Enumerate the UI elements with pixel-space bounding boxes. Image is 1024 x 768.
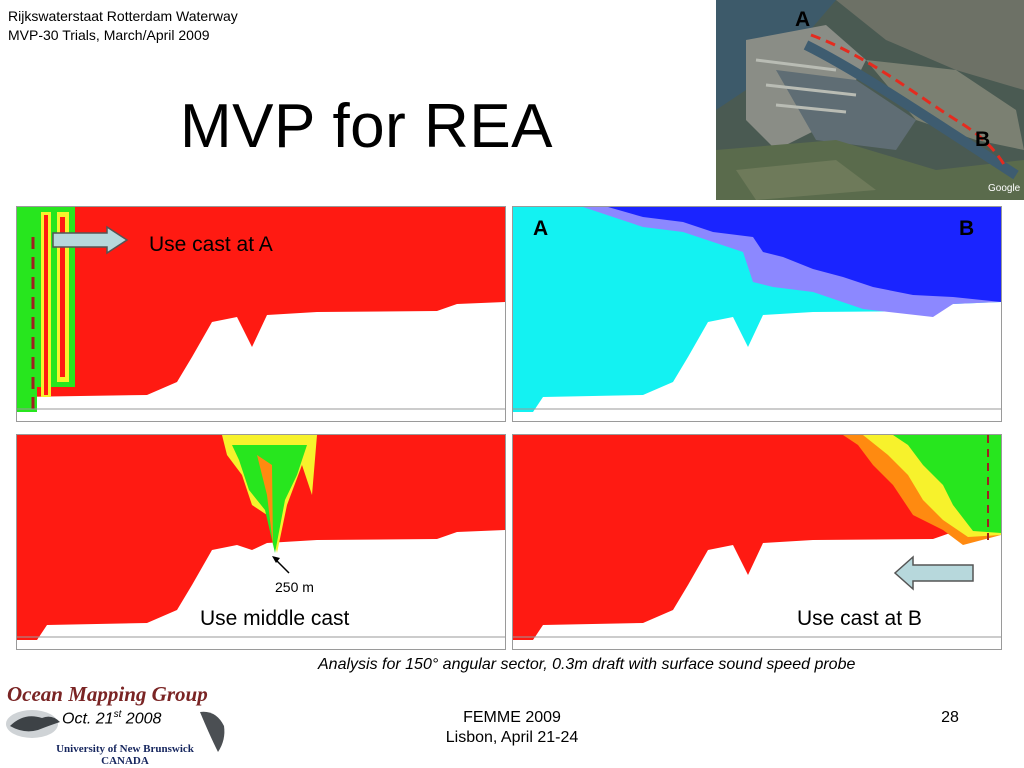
annotation-250m: 250 m	[275, 579, 314, 595]
map-watermark: Google	[988, 183, 1021, 194]
label-use-middle-cast: Use middle cast	[200, 607, 350, 630]
panel-a-to-b: A B	[512, 206, 1002, 422]
footer-date-sup: st	[113, 709, 122, 720]
logo-feather-icon	[196, 706, 230, 756]
panel-middle-cast: 250 m Use middle cast	[16, 434, 506, 650]
label-use-cast-a: Use cast at A	[149, 233, 273, 256]
header-line-1: Rijkswaterstaat Rotterdam Waterway	[8, 8, 238, 24]
label-use-cast-b: Use cast at B	[797, 607, 922, 630]
route-line	[810, 33, 1008, 169]
logo-country: CANADA	[101, 755, 149, 767]
page-number: 28	[941, 709, 959, 726]
header-line-2: MVP-30 Trials, March/April 2009	[8, 27, 210, 43]
panel-cast-a: Use cast at A	[16, 206, 506, 422]
logo-name: Ocean Mapping Group	[7, 682, 208, 706]
footer-event-line-1: FEMME 2009	[463, 709, 561, 726]
map-point-a: A	[795, 8, 811, 31]
panel-label-a: A	[533, 217, 549, 240]
panel-cast-b: Use cast at B	[512, 434, 1002, 650]
analysis-caption: Analysis for 150° angular sector, 0.3m d…	[318, 656, 856, 673]
map-point-b: B	[975, 128, 991, 151]
logo-bird-icon	[4, 704, 62, 744]
footer-date-suffix: 2008	[121, 710, 162, 728]
map-graphic	[716, 0, 1024, 200]
logo-university: University of New Brunswick	[56, 743, 194, 755]
footer-event-line-2: Lisbon, April 21-24	[445, 729, 579, 746]
footer-date-prefix: Oct. 21	[62, 710, 114, 728]
satellite-map: A B Google	[716, 0, 1024, 200]
footer-date: Oct. 21st 2008	[62, 709, 161, 728]
panel-label-b: B	[959, 217, 975, 240]
slide-title: MVP for REA	[180, 92, 554, 161]
